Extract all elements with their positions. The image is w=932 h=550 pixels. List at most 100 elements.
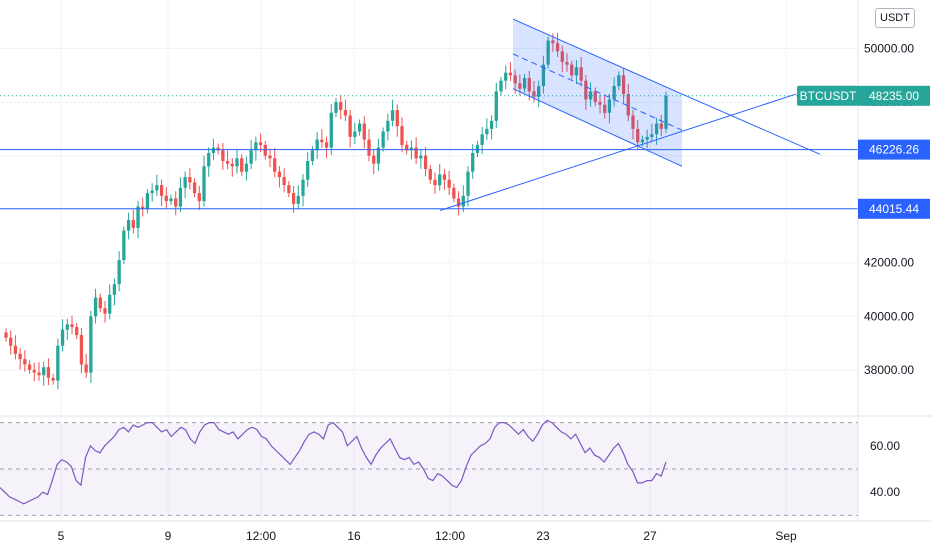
candle-body xyxy=(409,147,414,151)
candle-body xyxy=(466,171,470,196)
candle-body xyxy=(541,64,546,87)
candle-body xyxy=(452,187,456,199)
channel-upper-line[interactable] xyxy=(512,18,683,95)
candle-body xyxy=(141,206,145,210)
time-tick-label: 23 xyxy=(536,529,550,543)
candle-body xyxy=(320,139,324,143)
candle-body xyxy=(287,185,291,194)
candle-body xyxy=(546,40,550,65)
candle-body xyxy=(145,193,150,210)
candle-body xyxy=(178,187,183,207)
candle-body xyxy=(386,120,390,132)
parallel-channel-fill[interactable] xyxy=(513,19,682,167)
candle-body xyxy=(207,152,211,167)
candle-body xyxy=(258,142,263,145)
candle-body xyxy=(202,166,206,202)
candle-body xyxy=(357,123,362,132)
candle-body xyxy=(565,61,569,65)
candle-body xyxy=(508,72,513,76)
symbol-tag-label: BTCUSDT xyxy=(800,89,857,103)
candle-body xyxy=(291,193,296,204)
candle-body xyxy=(381,131,385,148)
candles xyxy=(4,32,668,390)
candle-body xyxy=(527,78,531,92)
candle-body xyxy=(395,110,399,127)
candle-body xyxy=(574,67,579,76)
candle-body xyxy=(654,123,659,135)
channel-lower-line[interactable] xyxy=(512,88,683,167)
candle-body xyxy=(650,134,654,137)
time-tick-label: 12:00 xyxy=(435,529,465,543)
candle-body xyxy=(367,139,371,156)
candle-body xyxy=(310,150,315,161)
candle-body xyxy=(13,345,18,354)
time-tick-label: Sep xyxy=(775,529,797,543)
time-tick-label: 16 xyxy=(347,529,361,543)
price-tag-value: 48235.00 xyxy=(869,89,919,103)
candle-body xyxy=(117,260,121,285)
candle-body xyxy=(164,195,168,202)
candle-body xyxy=(494,91,498,121)
candle-body xyxy=(254,142,258,151)
candle-body xyxy=(306,161,310,180)
candle-body xyxy=(456,198,461,207)
currency-unit-label[interactable]: USDT xyxy=(875,8,915,28)
time-tick-label: 12:00 xyxy=(246,529,276,543)
price-tag xyxy=(858,85,930,106)
candle-body xyxy=(537,86,541,97)
candle-body xyxy=(46,367,51,378)
candle-body xyxy=(471,152,475,172)
candle-body xyxy=(513,75,517,84)
candle-body xyxy=(98,297,102,309)
candle-body xyxy=(211,147,216,153)
price-tags: BTCUSDT 48235.00 46226.26 44015.44 xyxy=(797,85,930,219)
candle-body xyxy=(390,110,395,121)
candle-body xyxy=(518,83,522,89)
candle-body xyxy=(216,147,220,151)
candle-body xyxy=(442,174,447,180)
candle-body xyxy=(551,40,555,44)
candle-body xyxy=(329,112,333,148)
drawing-tools[interactable] xyxy=(0,18,858,212)
candle-body xyxy=(301,179,305,196)
candle-body xyxy=(480,134,484,145)
oscillator-tick-label: 60.00 xyxy=(870,439,900,453)
candle-body xyxy=(489,120,494,129)
candle-body xyxy=(607,99,612,113)
candle-body xyxy=(18,353,22,360)
candle-body xyxy=(150,190,154,194)
candle-body xyxy=(461,195,465,207)
candle-body xyxy=(263,144,267,156)
candle-body xyxy=(631,115,635,129)
candle-body xyxy=(570,64,574,76)
time-tick-label: 27 xyxy=(643,529,657,543)
candle-body xyxy=(268,155,272,159)
candle-body xyxy=(70,324,74,327)
candle-body xyxy=(84,364,88,373)
candle-body xyxy=(560,51,564,62)
candle-body xyxy=(626,94,630,116)
candle-body xyxy=(108,294,112,314)
trendline-ray[interactable] xyxy=(681,93,821,155)
candle-body xyxy=(93,297,98,317)
candle-body xyxy=(112,284,117,295)
candle-body xyxy=(588,91,593,100)
candle-body xyxy=(532,91,536,97)
candle-body xyxy=(414,147,418,159)
candle-body xyxy=(249,150,253,164)
candle-body xyxy=(419,155,423,159)
candle-body xyxy=(485,128,489,135)
oscillator-pane xyxy=(0,422,858,516)
candle-body xyxy=(296,195,300,204)
price-tag xyxy=(858,139,930,160)
candle-body xyxy=(60,329,65,346)
candle-body xyxy=(27,364,32,370)
candle-body xyxy=(282,177,286,186)
candle-body xyxy=(664,95,668,129)
ascending-trendline[interactable] xyxy=(439,93,797,212)
candle-body xyxy=(348,115,352,137)
symbol-tag xyxy=(797,85,859,106)
candle-body xyxy=(230,163,234,167)
candle-body xyxy=(273,158,277,172)
